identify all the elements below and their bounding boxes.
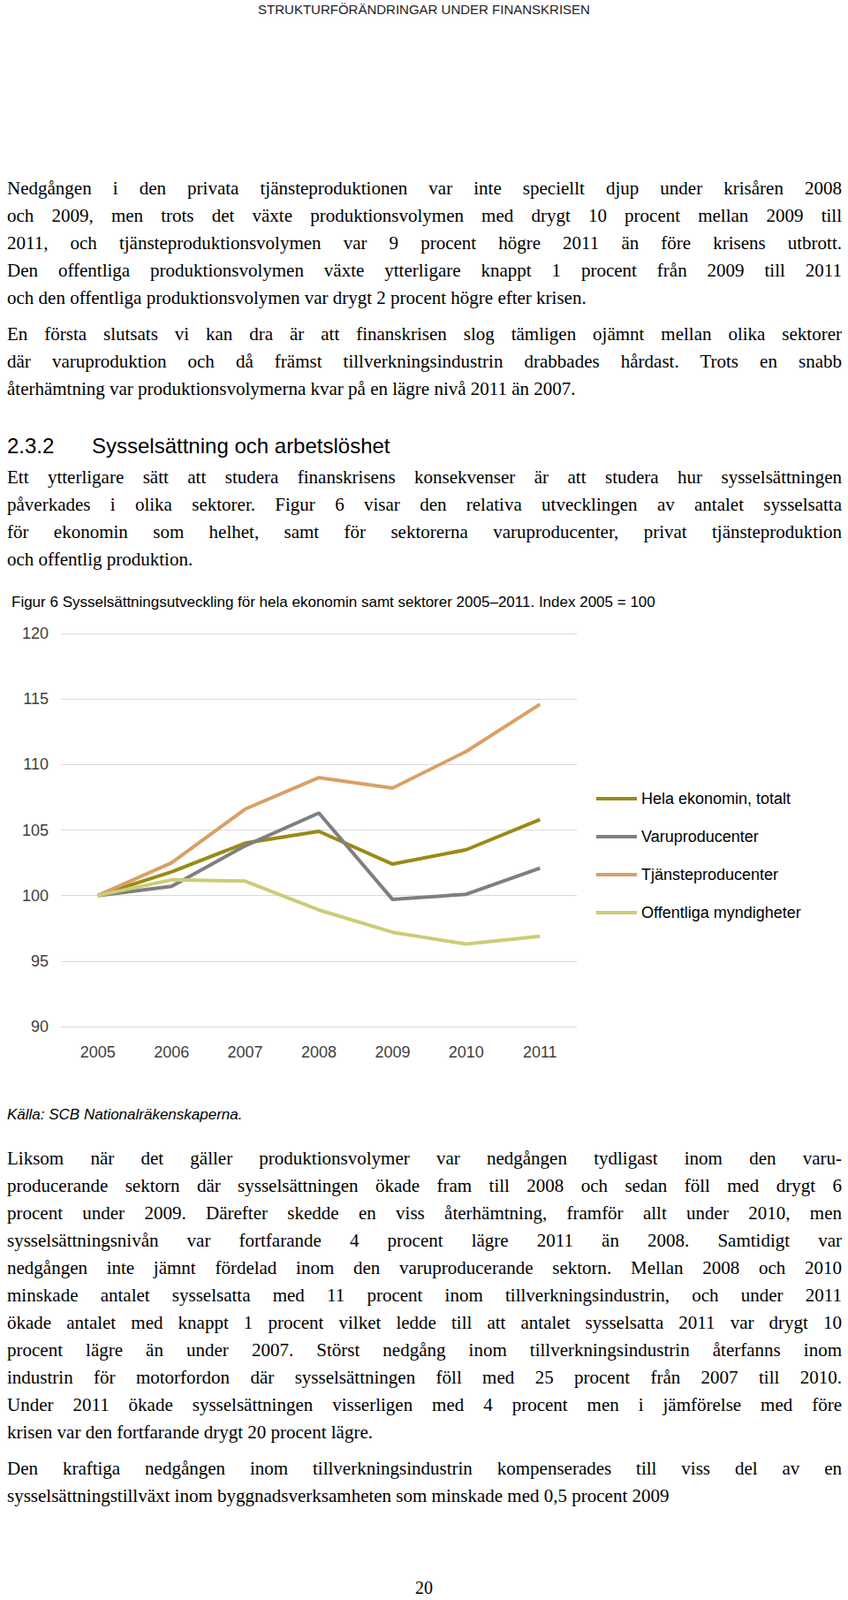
html-text:återhämtning var produktionsvo: återhämtning var produktionsvolymerna kv… bbox=[7, 378, 576, 400]
svg-text:Tjänsteproducenter: Tjänsteproducenter bbox=[641, 865, 779, 884]
html-text:2.3.2: 2.3.2 bbox=[7, 433, 55, 458]
html-text:Källa: SCB Nationalräkenskaper: Källa: SCB Nationalräkenskaperna. bbox=[7, 1105, 243, 1123]
svg-text:2005: 2005 bbox=[80, 1043, 116, 1061]
html-text:Den kraftiga nedgången inom ti: Den kraftiga nedgången inom tillverkning… bbox=[7, 1457, 842, 1479]
html-text:Ett ytterligare sätt att stude: Ett ytterligare sätt att studera finansk… bbox=[7, 466, 842, 488]
html-text:En första slutsats vi kan dra: En första slutsats vi kan dra är att fin… bbox=[7, 323, 842, 345]
html-text:sysselsättningsnivån var fortf: sysselsättningsnivån var fortfarande 4 p… bbox=[7, 1229, 842, 1251]
html-text:Sysselsättning och arbetslöshe: Sysselsättning och arbetslöshet bbox=[91, 433, 390, 458]
html-text:Nedgången i den privata tjänst: Nedgången i den privata tjänsteproduktio… bbox=[7, 177, 842, 199]
html-text:procent under 2009. Därefter s: procent under 2009. Därefter skedde en v… bbox=[7, 1202, 842, 1224]
html-text:minskade antalet sysselsatta m: minskade antalet sysselsatta med 11 proc… bbox=[7, 1284, 842, 1306]
html-text:procent lägre än under 2007. S: procent lägre än under 2007. Störst nedg… bbox=[7, 1339, 842, 1361]
html-text:Under 2011 ökade sysselsättnin: Under 2011 ökade sysselsättningen visser… bbox=[7, 1393, 842, 1416]
html-text:krisen var den fortfarande dry: krisen var den fortfarande drygt 20 proc… bbox=[7, 1421, 373, 1443]
html-text:producerande sektorn där sysse: producerande sektorn där sysselsättninge… bbox=[7, 1174, 842, 1197]
svg-text:120: 120 bbox=[22, 624, 49, 643]
html-text:2011, och tjänsteproduktionsvo: 2011, och tjänsteproduktionsvolymen var … bbox=[7, 232, 842, 254]
html-text:och offentlig produktion.: och offentlig produktion. bbox=[7, 548, 193, 570]
svg-text:95: 95 bbox=[30, 952, 49, 970]
html-text:och den offentliga produktions: och den offentliga produktionsvolymen va… bbox=[7, 287, 587, 309]
html-text:påverkades i olika sektorer. F: påverkades i olika sektorer. Figur 6 vis… bbox=[7, 493, 842, 515]
svg-text:105: 105 bbox=[22, 821, 49, 840]
svg-text:100: 100 bbox=[22, 886, 49, 905]
svg-text:2011: 2011 bbox=[522, 1043, 558, 1061]
svg-text:Offentliga myndigheter: Offentliga myndigheter bbox=[641, 903, 802, 922]
svg-text:2009: 2009 bbox=[374, 1043, 410, 1061]
html-text:ökade antalet med knappt 1 pro: ökade antalet med knappt 1 procent vilke… bbox=[7, 1311, 842, 1333]
html-text:och 2009, men trots det växte: och 2009, men trots det växte produktion… bbox=[7, 204, 842, 227]
svg-text:2010: 2010 bbox=[448, 1043, 485, 1061]
html-text:STRUKTURFÖRÄNDRINGAR UNDER FIN: STRUKTURFÖRÄNDRINGAR UNDER FINANSKRISEN bbox=[258, 1, 590, 17]
html-text:nedgången inte jämnt fördelad: nedgången inte jämnt fördelad inom den v… bbox=[7, 1256, 842, 1279]
svg-text:2006: 2006 bbox=[153, 1043, 190, 1061]
svg-text:Varuproducenter: Varuproducenter bbox=[641, 827, 759, 846]
html-text:Liksom när det gäller produkti: Liksom när det gäller produktionsvolymer… bbox=[7, 1147, 842, 1169]
svg-text:115: 115 bbox=[22, 689, 49, 708]
html-text:20: 20 bbox=[415, 1577, 433, 1598]
html-text:för ekonomin som helhet, samt: för ekonomin som helhet, samt för sektor… bbox=[7, 521, 842, 543]
svg-text:Hela ekonomin, totalt: Hela ekonomin, totalt bbox=[641, 789, 791, 808]
svg-text:2008: 2008 bbox=[301, 1043, 337, 1061]
svg-text:110: 110 bbox=[22, 755, 49, 773]
html-text:sysselsättningstillväxt inom b: sysselsättningstillväxt inom byggnadsver… bbox=[7, 1484, 670, 1507]
svg-text:Figur 6 Sysselsättningsutveckl: Figur 6 Sysselsättningsutveckling för he… bbox=[11, 593, 656, 611]
svg-text:2007: 2007 bbox=[227, 1043, 264, 1061]
svg-text:90: 90 bbox=[30, 1017, 49, 1036]
html-text:Den offentliga produktionsvoly: Den offentliga produktionsvolymen växte … bbox=[7, 259, 842, 281]
html-text:där varuproduktion och då främ: där varuproduktion och då främst tillver… bbox=[7, 350, 842, 372]
html-text:industrin för motorfordon där: industrin för motorfordon där sysselsätt… bbox=[7, 1366, 842, 1388]
